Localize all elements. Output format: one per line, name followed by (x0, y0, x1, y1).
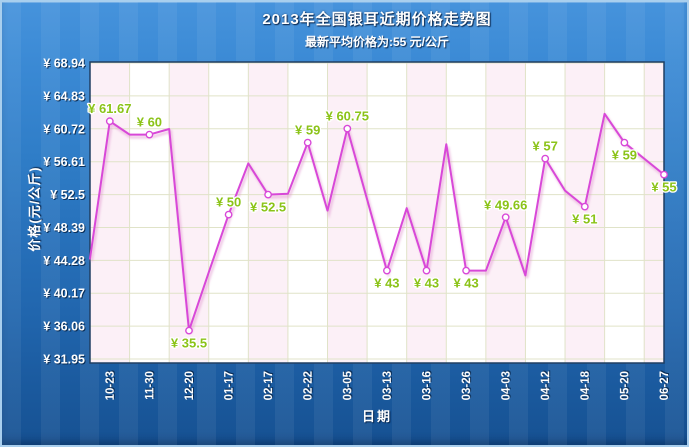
data-point-label: ¥ 49.66 (484, 197, 527, 212)
plot-band (248, 62, 288, 363)
data-point-marker (501, 213, 510, 222)
data-point-label: ¥ 43 (414, 276, 439, 291)
y-axis-tick-label: ¥ 40.17 (43, 287, 85, 301)
plot-band (406, 62, 447, 363)
chart-subtitle: 最新平均价格为:55 元/公斤 (304, 35, 449, 49)
x-axis-tick-label: 04-03 (501, 371, 513, 400)
data-point-label: ¥ 50 (216, 195, 241, 210)
x-axis-tick-label: 03-26 (461, 371, 473, 400)
data-point-marker (620, 138, 629, 147)
data-point-label: ¥ 55 (651, 180, 676, 195)
data-point-label: ¥ 61.67 (88, 101, 131, 116)
data-point-label: ¥ 51 (572, 212, 597, 227)
x-axis-tick-label: 01-17 (224, 371, 236, 400)
data-point-label: ¥ 43 (453, 276, 478, 291)
x-axis-tick-label: 03-13 (382, 371, 394, 400)
plot-band (644, 62, 664, 363)
x-axis-tick-label: 04-18 (580, 370, 592, 400)
data-point-label: ¥ 60.75 (326, 109, 369, 124)
y-axis-tick-label: ¥ 44.28 (43, 254, 85, 268)
data-point-label: ¥ 35.5 (171, 336, 207, 351)
data-point-marker (660, 170, 668, 179)
y-axis-tick-label: ¥ 60.72 (43, 122, 85, 136)
plot-band (327, 62, 368, 363)
data-point-marker (145, 130, 154, 139)
data-point-label: ¥ 52.5 (250, 200, 286, 215)
x-axis-tick-label: 12-20 (184, 371, 196, 400)
x-axis-title: 日期 (361, 409, 392, 424)
data-point-marker (343, 124, 352, 133)
x-axis-tick-label: 03-05 (342, 370, 354, 400)
data-point-label: ¥ 57 (533, 139, 558, 154)
data-point-label: ¥ 59 (295, 123, 320, 138)
y-axis-tick-label: ¥ 68.94 (43, 57, 85, 71)
data-point-marker (264, 190, 272, 199)
price-line (89, 112, 665, 332)
y-axis-tick-label: ¥ 48.39 (43, 221, 85, 235)
data-point-marker (462, 266, 470, 275)
y-axis-tick-label: ¥ 31.95 (43, 352, 85, 366)
x-axis-tick-label: 03-16 (422, 371, 434, 400)
data-point-marker (185, 326, 193, 335)
y-axis-tick-label: ¥ 64.83 (43, 89, 85, 103)
x-axis-tick-label: 10-23 (105, 371, 117, 400)
data-point-marker (105, 117, 114, 126)
plot-band (485, 62, 526, 363)
y-axis-title: 价格(元/公斤) (27, 166, 42, 252)
x-axis-tick-label: 06-27 (659, 371, 671, 400)
chart-title: 2013年全国银耳近期价格走势图 (262, 11, 492, 28)
x-axis-tick-label: 02-22 (303, 371, 315, 400)
plot-band (565, 62, 605, 363)
x-axis-tick-label: 05-20 (619, 371, 631, 400)
y-axis-tick-label: ¥ 56.61 (43, 155, 85, 169)
data-point-marker (303, 138, 312, 147)
data-point-marker (382, 266, 391, 275)
y-axis-tick-label: ¥ 36.06 (43, 320, 85, 334)
data-point-label: ¥ 60 (137, 115, 162, 130)
data-point-label: ¥ 43 (374, 276, 399, 291)
y-axis-tick-label: ¥ 52.5 (50, 188, 85, 202)
data-point-label: ¥ 59 (612, 148, 637, 163)
x-axis-tick-label: 02-17 (263, 371, 275, 400)
data-point-marker (422, 266, 431, 275)
data-point-marker (541, 154, 550, 163)
data-point-marker (224, 210, 233, 219)
x-axis-tick-label: 04-12 (540, 371, 552, 400)
data-point-marker (580, 202, 589, 211)
plot-border (89, 61, 665, 364)
x-axis-tick-label: 11-30 (144, 371, 156, 400)
